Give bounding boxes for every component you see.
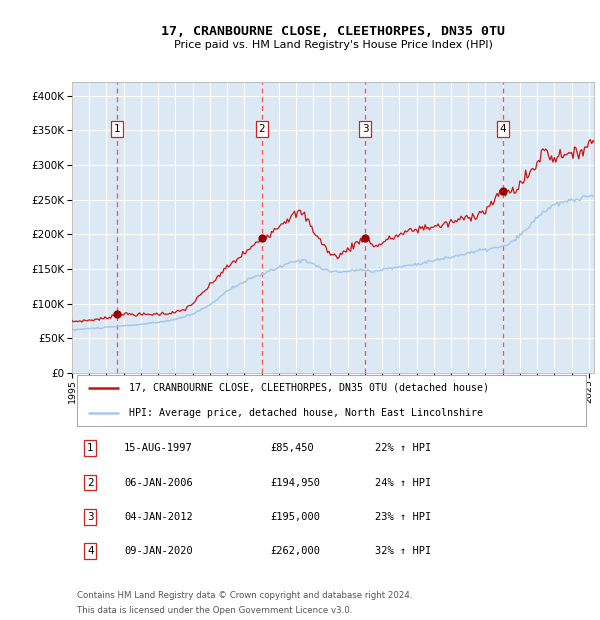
Text: 1: 1 xyxy=(114,124,121,134)
Text: This data is licensed under the Open Government Licence v3.0.: This data is licensed under the Open Gov… xyxy=(77,606,353,615)
Text: 17, CRANBOURNE CLOSE, CLEETHORPES, DN35 0TU (detached house): 17, CRANBOURNE CLOSE, CLEETHORPES, DN35 … xyxy=(130,383,490,393)
Text: £194,950: £194,950 xyxy=(271,477,320,487)
Text: £85,450: £85,450 xyxy=(271,443,314,453)
Text: 09-JAN-2020: 09-JAN-2020 xyxy=(124,546,193,556)
Text: 15-AUG-1997: 15-AUG-1997 xyxy=(124,443,193,453)
Text: 4: 4 xyxy=(87,546,94,556)
Text: £262,000: £262,000 xyxy=(271,546,320,556)
Text: Contains HM Land Registry data © Crown copyright and database right 2024.: Contains HM Land Registry data © Crown c… xyxy=(77,591,413,600)
Text: 23% ↑ HPI: 23% ↑ HPI xyxy=(375,512,431,522)
Text: 4: 4 xyxy=(500,124,506,134)
Text: 32% ↑ HPI: 32% ↑ HPI xyxy=(375,546,431,556)
Text: 17, CRANBOURNE CLOSE, CLEETHORPES, DN35 0TU: 17, CRANBOURNE CLOSE, CLEETHORPES, DN35 … xyxy=(161,25,505,38)
Text: 06-JAN-2006: 06-JAN-2006 xyxy=(124,477,193,487)
Text: Price paid vs. HM Land Registry's House Price Index (HPI): Price paid vs. HM Land Registry's House … xyxy=(173,40,493,50)
Text: 2: 2 xyxy=(87,477,94,487)
Text: 3: 3 xyxy=(362,124,368,134)
Text: 2: 2 xyxy=(259,124,265,134)
Text: 3: 3 xyxy=(87,512,94,522)
Text: 22% ↑ HPI: 22% ↑ HPI xyxy=(375,443,431,453)
Text: £195,000: £195,000 xyxy=(271,512,320,522)
Text: 04-JAN-2012: 04-JAN-2012 xyxy=(124,512,193,522)
FancyBboxPatch shape xyxy=(77,375,586,426)
Text: 1: 1 xyxy=(87,443,94,453)
Text: 24% ↑ HPI: 24% ↑ HPI xyxy=(375,477,431,487)
Text: HPI: Average price, detached house, North East Lincolnshire: HPI: Average price, detached house, Nort… xyxy=(130,408,484,419)
